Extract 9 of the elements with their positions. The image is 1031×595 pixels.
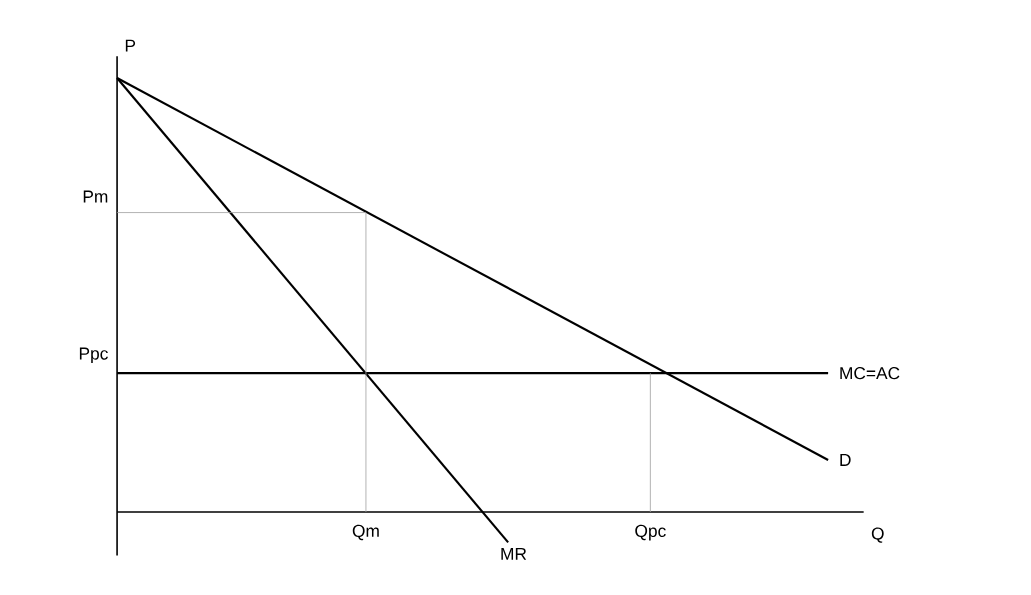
x-tick-label: Qpc xyxy=(635,524,666,541)
series-label: MR xyxy=(501,547,527,560)
series-label: MC=AC xyxy=(840,367,900,380)
x-tick-label: Qm xyxy=(352,524,379,541)
text: Pm xyxy=(83,190,108,203)
x-axis-title: Q xyxy=(871,527,884,543)
text: Ppc xyxy=(79,347,108,364)
series-label: D xyxy=(840,454,851,466)
y-axis-title: P xyxy=(125,39,136,52)
